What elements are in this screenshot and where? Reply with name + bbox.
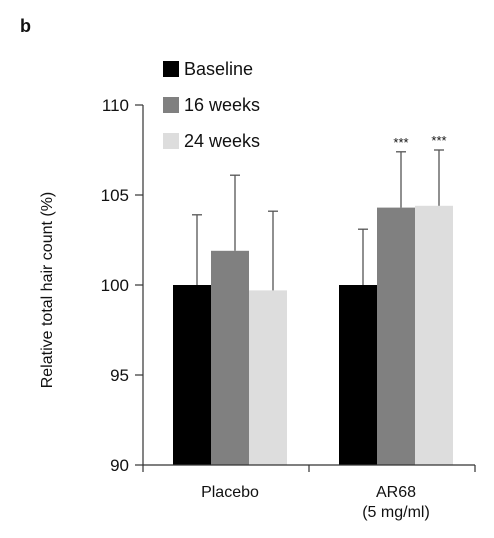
y-tick-label: 105 [101, 186, 129, 205]
legend: Baseline 16 weeks 24 weeks [163, 59, 260, 151]
legend-swatch [163, 97, 179, 113]
x-axis: Placebo AR68 (5 mg/ml) [142, 464, 476, 521]
y-axis-label: Relative total hair count (%) [39, 192, 56, 389]
significance-label: *** [431, 133, 446, 148]
x-tick-label: (5 mg/ml) [362, 504, 430, 521]
panel-label: b [20, 16, 31, 36]
bar [173, 285, 211, 465]
bar [339, 285, 377, 465]
bar [377, 207, 415, 465]
bar [415, 205, 453, 466]
x-tick-label: AR68 [376, 484, 416, 501]
y-tick-label: 100 [101, 276, 129, 295]
bar [211, 250, 249, 465]
legend-label: Baseline [184, 59, 253, 79]
y-axis: 90 95 100 105 110 [101, 96, 144, 475]
y-tick-label: 95 [110, 366, 129, 385]
y-tick-label: 110 [102, 96, 129, 115]
x-tick-label: Placebo [201, 484, 259, 501]
y-tick-label: 90 [110, 456, 129, 475]
legend-swatch [163, 133, 179, 149]
significance-label: *** [393, 135, 408, 150]
bar [249, 290, 287, 465]
legend-swatch [163, 61, 179, 77]
legend-label: 16 weeks [184, 95, 260, 115]
bars: *** *** [173, 133, 453, 466]
legend-label: 24 weeks [184, 131, 260, 151]
